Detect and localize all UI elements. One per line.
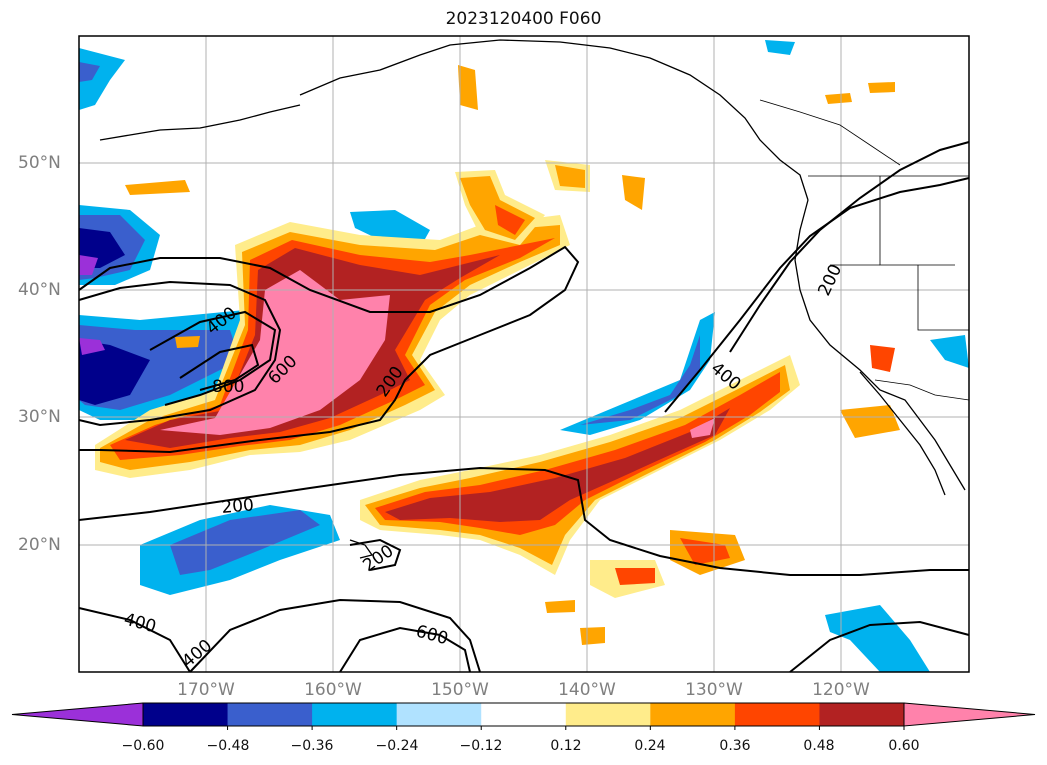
shade-small-16	[175, 336, 200, 348]
contour-200-hawaii	[349, 538, 402, 571]
shade-small-10	[840, 405, 900, 438]
contour-400-s	[189, 598, 481, 673]
shade-cyan-se	[825, 605, 930, 672]
border-us-mexico	[874, 379, 970, 401]
plot-frame	[78, 35, 970, 673]
contour-label: 200	[221, 495, 255, 518]
colorbar-tick-label: −0.24	[375, 738, 419, 754]
shade-small-1	[125, 180, 190, 195]
coast-alaska	[299, 39, 809, 201]
borders	[759, 99, 970, 401]
contour-200-ne	[729, 141, 970, 353]
lon-label-150w: 150°W	[431, 680, 489, 700]
lat-label-30: 30°N	[18, 407, 61, 427]
shade-small-13	[868, 82, 895, 93]
shade-cyan-top	[765, 40, 795, 55]
shade-small-5	[458, 65, 478, 110]
shade-small-15	[545, 600, 575, 613]
shade-blue-coast	[580, 335, 700, 425]
contour-600-s	[339, 626, 471, 673]
contour-lines	[78, 141, 970, 673]
colorbar-tick-label: −0.36	[290, 738, 334, 754]
lat-label-50: 50°N	[18, 153, 61, 173]
colorbar-tick-label: −0.60	[121, 738, 165, 754]
border-states-3	[917, 265, 969, 331]
coast-hawaii	[349, 539, 374, 559]
colorbar-tick-label: 0.24	[634, 738, 666, 754]
coastlines	[99, 39, 966, 559]
contour-400-se	[789, 620, 970, 673]
shade-blue-north	[79, 48, 125, 110]
lon-label-140w: 140°W	[558, 680, 616, 700]
colorbar-tick-label: −0.48	[206, 738, 250, 754]
shade-purple-west	[79, 255, 98, 275]
lon-label-160w: 160°W	[304, 680, 362, 700]
contour-800-west	[179, 343, 260, 391]
shade-small-9	[615, 568, 655, 585]
lon-label-170w: 170°W	[177, 680, 235, 700]
shade-small-12	[825, 93, 852, 104]
shaded-regions	[79, 40, 969, 672]
shade-dred-plume-trop	[385, 408, 730, 522]
colorbar-tick-label: −0.12	[459, 738, 503, 754]
map-title: 2023120400 F060	[445, 9, 602, 29]
contour-label: 800	[212, 377, 244, 397]
lat-label-20: 20°N	[18, 535, 61, 555]
shade-purple-mid	[79, 338, 105, 355]
shade-blue-south	[170, 510, 320, 575]
shade-cyan-ne	[930, 335, 969, 368]
colorbar-tick-label: 0.12	[550, 738, 582, 754]
shade-navy-mid	[79, 340, 150, 405]
lat-label-40: 40°N	[18, 280, 61, 300]
shade-small-3	[555, 165, 585, 188]
shade-small-14	[580, 627, 605, 645]
contour-200-west	[78, 245, 580, 454]
contour-400-ne	[664, 177, 970, 413]
contour-200-trop	[78, 466, 969, 576]
colorbar-tick-label: 0.48	[803, 738, 835, 754]
coast-baja	[859, 371, 946, 496]
border-alaska-canada	[759, 99, 901, 166]
shade-purple-north	[79, 62, 100, 82]
lon-label-130w: 130°W	[685, 680, 743, 700]
shade-red-north	[495, 205, 525, 235]
coast-aleutians	[99, 104, 301, 141]
colorbar-tick-label: 0.36	[719, 738, 751, 754]
shade-pink-plume-trop	[690, 418, 715, 438]
colorbar-tick-label: 0.60	[888, 738, 920, 754]
shade-small-4	[622, 175, 645, 210]
contour-400-west	[78, 280, 282, 427]
shade-small-11	[870, 345, 895, 372]
contour-600-west	[149, 310, 277, 406]
lon-label-120w: 120°W	[812, 680, 870, 700]
coast-west-us	[794, 199, 966, 491]
contour-400-sw	[78, 607, 191, 673]
